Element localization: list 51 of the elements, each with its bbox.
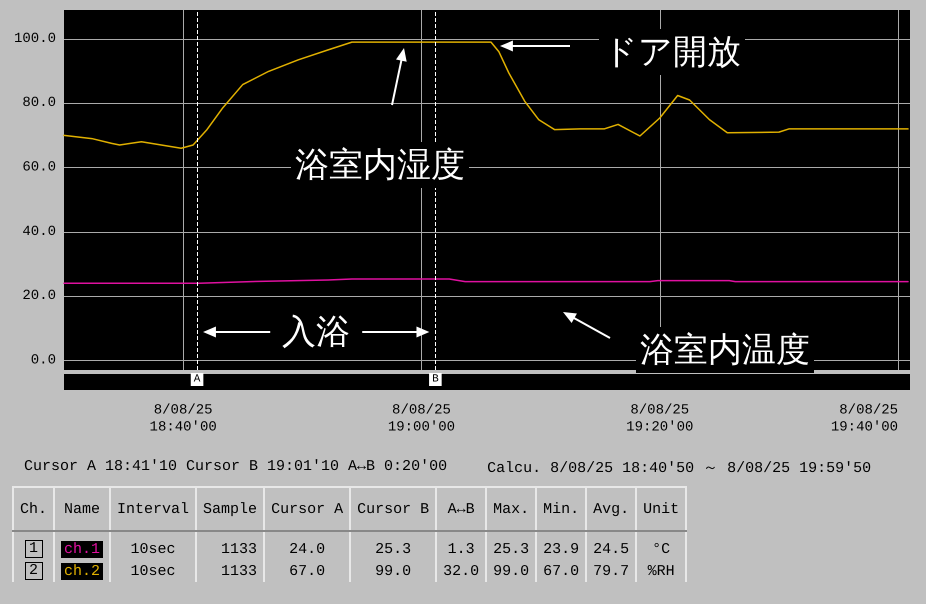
text: 79.7	[586, 560, 636, 582]
text: 67.0	[264, 560, 350, 582]
text: 10sec	[110, 560, 196, 582]
text: 1133	[196, 560, 264, 582]
text: ch.1	[61, 540, 104, 558]
annotation: 入浴	[278, 309, 354, 355]
text: 2	[24, 562, 42, 580]
text: 25.3	[350, 531, 436, 560]
text: Cursor A 18:41'10 Cursor B 19:01'10 A↔B 0:20'00	[24, 458, 448, 477]
annotation: 浴室内温度	[636, 327, 814, 373]
x-tick-label: 8/08/25 19:20'00	[626, 402, 694, 436]
text: 99.0	[486, 560, 536, 582]
annotation: 浴室内湿度	[291, 142, 469, 188]
text: Calcu. 8/08/25 18:40'50 ～ 8/08/25 19:59'50	[487, 459, 872, 477]
text: ch.2	[61, 562, 104, 580]
text: 32.0	[436, 560, 486, 582]
text: Interval	[110, 487, 196, 531]
text: 1	[24, 540, 42, 558]
text: Max.	[486, 487, 536, 531]
text: 24.0	[264, 531, 350, 560]
text: Sample	[196, 487, 264, 531]
y-tick-label: 40.0	[22, 224, 56, 240]
x-tick-label: 8/08/25 18:40'00	[150, 402, 217, 436]
text: 1133	[196, 531, 264, 560]
text: Min.	[536, 487, 586, 531]
text: °C	[636, 531, 686, 560]
ref-line-label: B	[432, 374, 440, 386]
y-tick-label: 20.0	[22, 288, 56, 304]
x-tick-label: 8/08/25 19:40'00	[830, 402, 898, 436]
text: 24.5	[586, 531, 636, 560]
text: 10sec	[110, 531, 196, 560]
text: Avg.	[586, 487, 636, 531]
y-tick-label: 100.0	[14, 30, 56, 47]
text: Cursor B	[350, 487, 436, 531]
text: Unit	[636, 487, 686, 531]
text: 1.3	[436, 531, 486, 560]
text: 25.3	[486, 531, 536, 560]
y-tick-label: 60.0	[22, 160, 56, 176]
text: A↔B	[436, 487, 486, 531]
x-tick-label: 8/08/25 19:00'00	[388, 402, 456, 436]
text: 99.0	[350, 560, 436, 582]
text: Cursor A	[264, 487, 350, 531]
text: Ch.	[13, 487, 54, 531]
annotation: ドア開放	[599, 29, 745, 75]
text: Name	[54, 487, 110, 531]
text: 23.9	[536, 531, 586, 560]
text: %RH	[636, 560, 686, 582]
y-tick-label: 0.0	[30, 352, 56, 368]
y-tick-label: 80.0	[22, 95, 56, 112]
text: 67.0	[536, 560, 586, 582]
ref-line-label: A	[194, 374, 201, 386]
